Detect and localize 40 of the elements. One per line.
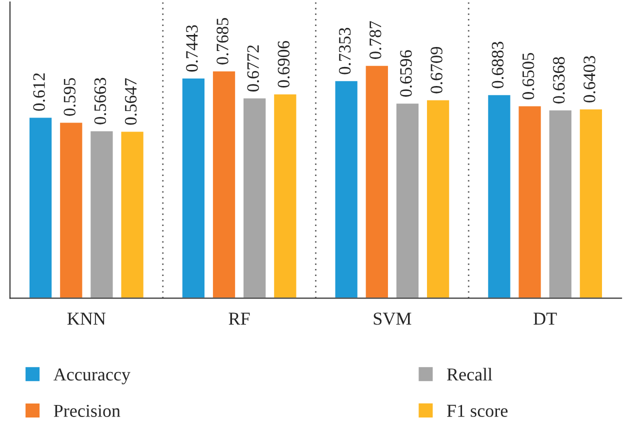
bar (272, 93, 298, 298)
legend-label: Precision (54, 404, 120, 417)
bar (578, 108, 604, 298)
bar (517, 104, 542, 298)
bar (486, 94, 512, 298)
legend-label: F1 score (446, 404, 508, 417)
bar (180, 77, 206, 298)
data-label: 0.6906 (278, 40, 290, 88)
data-label: 0.6505 (522, 52, 534, 100)
x-tick-label: DT (534, 312, 557, 325)
bar (364, 64, 390, 298)
bar (89, 130, 114, 298)
bar (120, 130, 145, 298)
x-tick-label: KNN (67, 312, 106, 325)
data-label: 0.612 (33, 73, 45, 111)
data-label: 0.6709 (430, 46, 442, 94)
data-label: 0.6772 (247, 45, 260, 92)
x-tick-label: RF (228, 312, 250, 325)
data-label: 0.787 (370, 21, 382, 59)
x-tick-label: SVM (374, 312, 412, 325)
data-label: 0.6596 (400, 50, 412, 97)
bar (58, 121, 84, 298)
bar (395, 102, 420, 298)
data-label: 0.6403 (584, 56, 596, 102)
data-label: 0.595 (64, 78, 76, 116)
bar (212, 70, 236, 298)
data-label: 0.6883 (492, 42, 504, 88)
data-label: 0.7443 (186, 25, 198, 72)
legend-label: Recall (446, 368, 492, 381)
data-label: 0.5663 (94, 78, 106, 124)
data-label: 0.5647 (124, 78, 137, 125)
bar (334, 80, 359, 298)
legend-label: Accuraccy (53, 368, 130, 384)
data-label: 0.6368 (552, 57, 565, 104)
bar (242, 97, 268, 298)
data-label: 0.7685 (216, 18, 228, 64)
bar (548, 108, 573, 298)
bar (426, 98, 451, 298)
bar (28, 116, 54, 298)
data-label: 0.7353 (338, 28, 351, 74)
